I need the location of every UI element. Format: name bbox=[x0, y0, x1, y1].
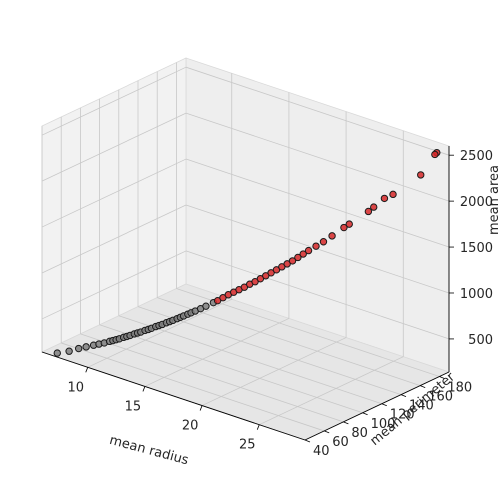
data-point bbox=[380, 194, 389, 203]
z-tick-label: 1000 bbox=[460, 287, 493, 302]
y-tick-label: 160 bbox=[428, 390, 453, 405]
tick-mark bbox=[85, 367, 89, 373]
data-point bbox=[417, 171, 425, 179]
grid-line bbox=[80, 333, 344, 423]
grid-line bbox=[41, 66, 187, 136]
tick-mark bbox=[324, 430, 330, 434]
x-tick-label: 10 bbox=[67, 380, 84, 395]
data-point bbox=[370, 203, 378, 211]
tick-mark bbox=[381, 403, 387, 407]
y-tick-label: 60 bbox=[332, 435, 349, 450]
tick-mark bbox=[362, 412, 368, 416]
grid-line bbox=[41, 112, 187, 182]
tick-mark bbox=[420, 385, 426, 388]
data-point bbox=[294, 253, 302, 262]
grid-line bbox=[87, 298, 232, 368]
data-point bbox=[82, 343, 90, 351]
scatter-points bbox=[53, 148, 441, 357]
tick-mark bbox=[256, 424, 260, 430]
z-axis-label: mean area bbox=[487, 165, 502, 235]
data-point bbox=[389, 190, 397, 199]
grid-line bbox=[41, 204, 187, 274]
grid-lines bbox=[41, 62, 450, 441]
grid-line bbox=[201, 337, 347, 406]
y-tick-label: 80 bbox=[351, 426, 368, 441]
data-point bbox=[364, 207, 373, 216]
data-point bbox=[304, 246, 313, 255]
tick-mark bbox=[142, 386, 146, 392]
data-point bbox=[65, 347, 73, 355]
grid-line bbox=[137, 306, 402, 396]
grid-line bbox=[61, 342, 325, 432]
grid-line bbox=[185, 158, 450, 248]
grid-line bbox=[144, 318, 290, 387]
axis-panes bbox=[40, 57, 451, 441]
data-point bbox=[319, 238, 328, 246]
z-tick-label: 500 bbox=[468, 333, 493, 348]
y-tick-label: 180 bbox=[447, 381, 472, 396]
tick-mark bbox=[304, 439, 311, 443]
x-tick-label: 15 bbox=[125, 399, 142, 414]
grid-line bbox=[41, 250, 187, 320]
x-axis-label: mean radius bbox=[108, 433, 191, 469]
grid-line bbox=[185, 250, 450, 340]
y-tick-label: 140 bbox=[409, 399, 434, 414]
y-tick-label: 120 bbox=[390, 408, 415, 423]
x-tick-label: 20 bbox=[182, 419, 199, 434]
z-tick-label: 1500 bbox=[460, 241, 493, 256]
x-tick-label: 25 bbox=[239, 438, 256, 453]
data-point bbox=[288, 257, 297, 265]
data-point bbox=[74, 344, 83, 353]
y-axis-line bbox=[304, 371, 450, 441]
tick-mark bbox=[343, 421, 349, 425]
tick-mark bbox=[199, 405, 203, 411]
z-tick-label: 2500 bbox=[460, 149, 493, 164]
data-point bbox=[53, 349, 61, 357]
y-tick-label: 40 bbox=[313, 444, 330, 459]
grid-line bbox=[185, 112, 450, 202]
grid-line bbox=[185, 66, 450, 156]
grid-line bbox=[99, 324, 363, 414]
x-axis-line bbox=[41, 351, 306, 441]
data-point bbox=[340, 223, 348, 232]
axis-edges bbox=[41, 146, 450, 441]
tick-mark bbox=[400, 394, 407, 398]
data-point bbox=[345, 220, 353, 228]
grid-line bbox=[259, 356, 404, 426]
z-tick-label: 2000 bbox=[460, 195, 493, 210]
data-point bbox=[312, 242, 320, 250]
grid-line bbox=[118, 315, 382, 405]
data-point bbox=[299, 250, 307, 258]
data-point bbox=[431, 150, 439, 159]
data-point bbox=[328, 232, 336, 240]
tick-mark bbox=[439, 376, 445, 379]
y-tick-label: 100 bbox=[371, 417, 396, 432]
data-point bbox=[202, 302, 210, 310]
grid-line bbox=[41, 158, 187, 228]
